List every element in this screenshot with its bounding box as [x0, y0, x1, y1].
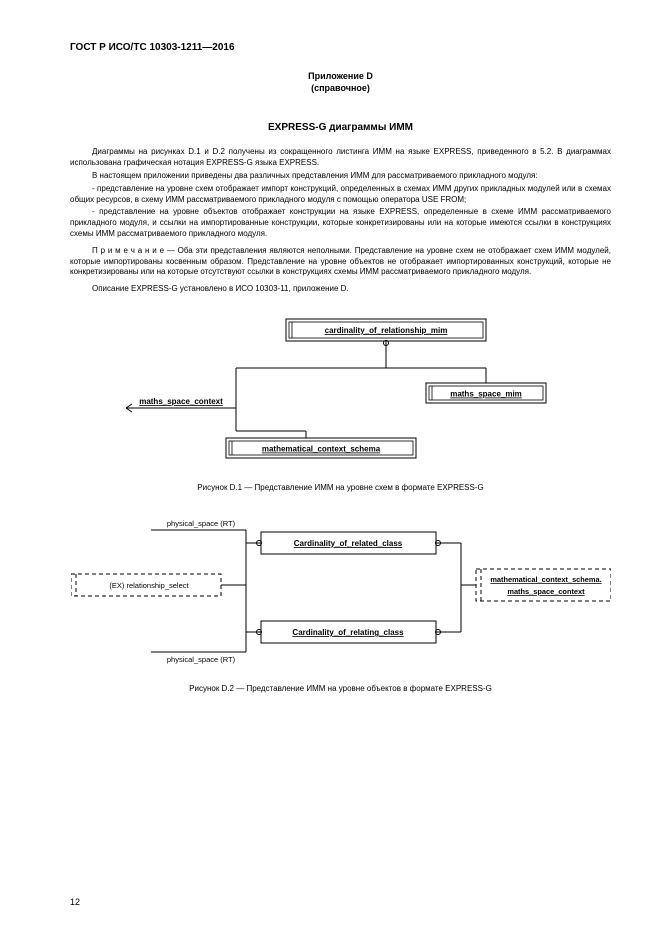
fig2-box-left: (EX) relationship_select: [109, 581, 189, 590]
annex-line2: (справочное): [311, 83, 370, 93]
figure-d2: physical_space (RT) Cardinality_of_relat…: [70, 514, 611, 674]
fig2-box-right1: mathematical_context_schema.: [490, 575, 601, 584]
page-number: 12: [70, 897, 80, 907]
fig2-label-tl: physical_space (RT): [166, 519, 235, 528]
fig2-box-top: Cardinality_of_related_class: [293, 539, 402, 548]
fig1-box-right: maths_space_mim: [450, 389, 522, 398]
fig2-caption: Рисунок D.2 — Представление ИММ на уровн…: [70, 684, 611, 693]
fig1-box-top: cardinality_of_relationship_mim: [324, 326, 447, 335]
annex-title: Приложение D (справочное): [70, 71, 611, 94]
para-3: - представление на уровне схем отображае…: [70, 184, 611, 206]
fig1-box-bottom: mathematical_context_schema: [261, 444, 380, 453]
fig2-box-right2: maths_space_context: [507, 587, 585, 596]
figure-d1: cardinality_of_relationship_mim maths_sp…: [70, 313, 611, 473]
fig2-box-bottom: Cardinality_of_relating_class: [292, 628, 404, 637]
main-title: EXPRESS-G диаграммы ИММ: [70, 122, 611, 133]
para-4: - представление на уровне объектов отобр…: [70, 207, 611, 239]
para-5: Описание EXPRESS-G установлено в ИСО 103…: [70, 284, 611, 295]
fig2-label-bl: physical_space (RT): [166, 655, 235, 664]
doc-header: ГОСТ Р ИСО/ТС 10303-1211—2016: [70, 42, 611, 53]
fig1-label-left: maths_space_context: [139, 397, 223, 406]
fig1-caption: Рисунок D.1 — Представление ИММ на уровн…: [70, 483, 611, 492]
para-1: Диаграммы на рисунках D.1 и D.2 получены…: [70, 147, 611, 169]
annex-line1: Приложение D: [308, 71, 373, 81]
para-2: В настоящем приложении приведены два раз…: [70, 171, 611, 182]
note: П р и м е ч а н и е — Оба эти представле…: [70, 246, 611, 278]
